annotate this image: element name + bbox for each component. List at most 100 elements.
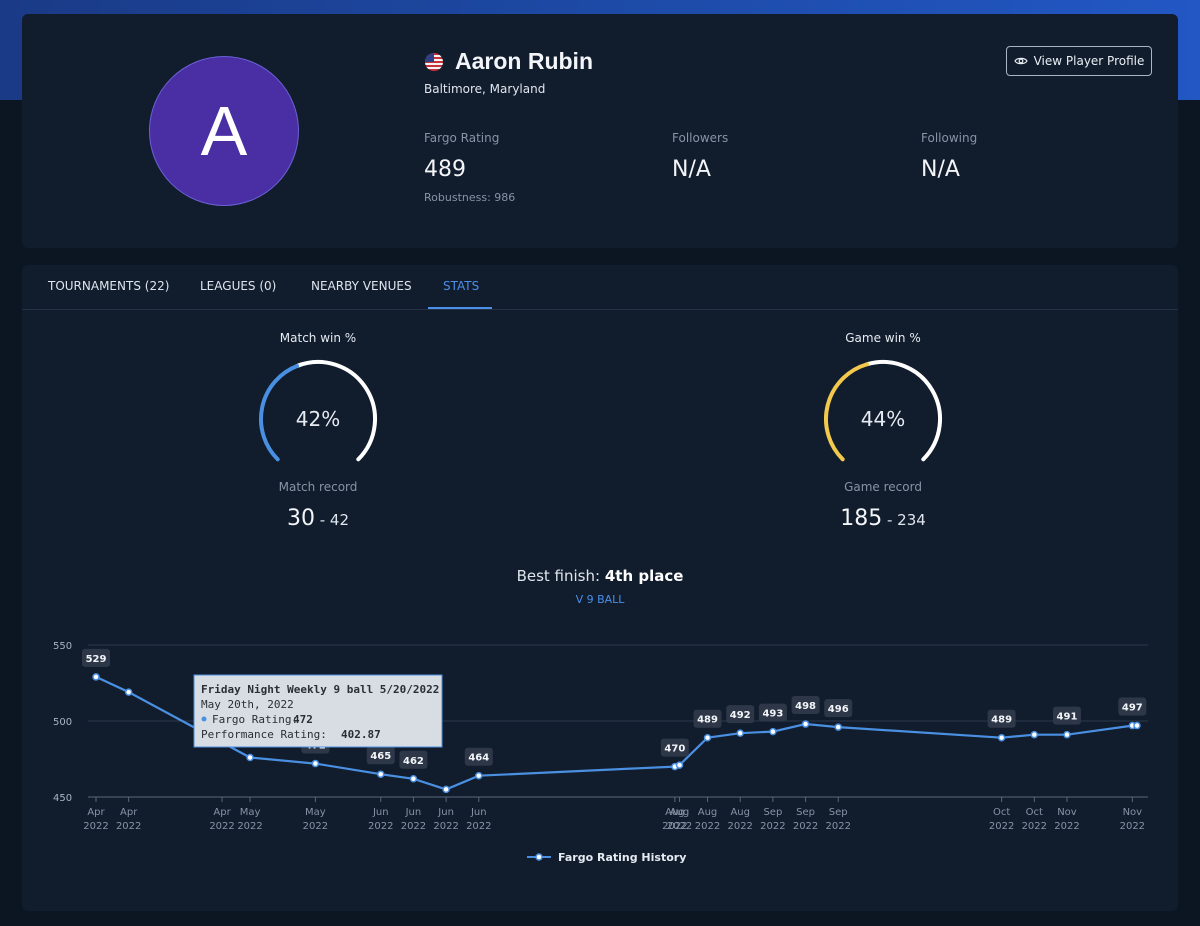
data-label-bg: [660, 738, 689, 757]
data-point: [92, 673, 100, 681]
x-tick-label-month: Nov: [1057, 807, 1077, 818]
match-record: 30 - 42: [218, 506, 418, 531]
data-point: [1030, 730, 1039, 739]
x-tick-label-month: Aug: [730, 807, 750, 818]
tooltip-rating-label: Fargo Rating:: [212, 713, 298, 726]
tab-tournaments[interactable]: TOURNAMENTS (22): [48, 279, 170, 293]
data-label: 464: [468, 753, 489, 764]
x-tick-label-month: Sep: [796, 807, 815, 818]
x-tick-label-year: 2022: [1022, 821, 1047, 832]
x-tick-label-month: Jun: [405, 807, 422, 818]
x-tick-label-year: 2022: [662, 821, 687, 832]
x-tick-label-month: Aug: [665, 807, 685, 818]
game-gauge-track: [865, 360, 943, 462]
data-point: [769, 727, 777, 736]
x-tick-label-month: Aug: [670, 807, 690, 818]
x-tick-label-month: Aug: [698, 807, 718, 818]
match-losses: 42: [329, 511, 350, 529]
x-tick-label-year: 2022: [667, 821, 692, 832]
fargo-rating-value: 489: [424, 157, 466, 182]
x-tick-label-year: 2022: [727, 821, 752, 832]
fargo-rating-chart: 450 500 550 Apr 2022 Apr 2022 Apr 2022 May 2022 May…: [53, 641, 1148, 864]
robustness-value: Robustness: 986: [424, 191, 516, 204]
data-point: [442, 785, 450, 794]
data-label-bg: [726, 705, 755, 724]
x-tick-label-year: 2022: [368, 821, 393, 832]
data-label-bg: [399, 750, 428, 769]
match-win-gauge: 42%: [259, 360, 378, 462]
data-label: 493: [762, 709, 783, 720]
data-point: [311, 759, 320, 768]
y-tick-label: 450: [53, 793, 72, 804]
data-point: [377, 770, 385, 778]
data-point: [801, 720, 810, 728]
x-tick-label-year: 2022: [83, 821, 108, 832]
x-tick-label-month: Jun: [372, 807, 389, 818]
followers-value: N/A: [672, 157, 711, 182]
x-tick-label-year: 2022: [466, 821, 491, 832]
data-label: 462: [403, 756, 424, 767]
data-label: 498: [795, 701, 816, 712]
tooltip-box: [193, 674, 443, 748]
x-tick-label-month: Oct: [1026, 807, 1043, 818]
game-win-title: Game win %: [845, 331, 921, 345]
game-win-gauge: 44%: [824, 360, 943, 462]
data-label: 470: [664, 744, 685, 755]
data-point: [703, 733, 712, 742]
data-point: [124, 688, 133, 696]
tab-leagues[interactable]: LEAGUES (0): [200, 279, 277, 293]
x-tick-label-month: Apr: [213, 807, 231, 818]
x-tick-label-month: Jun: [437, 807, 454, 818]
data-label: 529: [86, 654, 107, 665]
match-win-title: Match win %: [279, 331, 357, 345]
best-finish-event-link[interactable]: V 9 BALL: [575, 593, 625, 606]
tooltip-perf-label: Performance Rating:: [201, 728, 327, 741]
x-tick-label-month: Apr: [120, 807, 138, 818]
best-finish-label: Best finish:: [516, 567, 601, 585]
tooltip-series-dot: [201, 716, 207, 722]
data-label-bg: [464, 747, 493, 766]
data-label-bg: [791, 696, 820, 715]
game-win-percent: 44%: [861, 407, 905, 431]
legend-label: Fargo Rating History: [558, 851, 686, 864]
data-label: 492: [730, 710, 751, 721]
x-tick-label-month: May: [305, 807, 326, 818]
y-tick-label: 550: [53, 641, 72, 652]
x-tick-label-month: May: [240, 807, 261, 818]
data-label: 491: [1057, 712, 1078, 723]
data-point: [675, 761, 684, 769]
following-value: N/A: [921, 157, 960, 182]
data-label: 465: [370, 751, 391, 762]
game-record-label: Game record: [844, 480, 922, 494]
game-losses: 234: [897, 511, 926, 529]
data-point: [1133, 721, 1141, 730]
x-tick-label-year: 2022: [793, 821, 818, 832]
followers-label: Followers: [672, 131, 729, 145]
eye-icon: [1013, 57, 1028, 65]
tab-nearby-venues[interactable]: NEARBY VENUES: [311, 279, 412, 293]
x-tick-label-month: Jun: [470, 807, 487, 818]
x-tick-label-year: 2022: [826, 821, 851, 832]
x-tick-label-month: Sep: [829, 807, 848, 818]
following-label: Following: [921, 131, 978, 145]
data-label: 489: [697, 715, 718, 726]
fargo-rating-label: Fargo Rating: [424, 131, 500, 145]
active-tab-indicator: [428, 307, 492, 309]
tooltip-rating-value: 472: [293, 713, 313, 726]
x-tick-label-month: Sep: [763, 807, 782, 818]
tab-stats[interactable]: STATS: [443, 279, 480, 293]
data-point: [246, 753, 254, 762]
x-tick-label-month: Apr: [87, 807, 105, 818]
data-point: [834, 723, 842, 731]
x-tick-label-year: 2022: [116, 821, 141, 832]
data-point: [997, 733, 1006, 742]
x-tick-label-year: 2022: [303, 821, 328, 832]
y-tick-label: 500: [53, 717, 72, 728]
data-label: 497: [1122, 703, 1143, 714]
data-label-bg: [693, 709, 722, 728]
view-player-profile-button[interactable]: View Player Profile: [1006, 46, 1152, 76]
series-line: [95, 675, 1137, 791]
data-label-bg: [824, 699, 853, 718]
tooltip-perf-value: 402.87: [341, 728, 381, 741]
best-finish: Best finish: 4th place: [22, 567, 1178, 585]
